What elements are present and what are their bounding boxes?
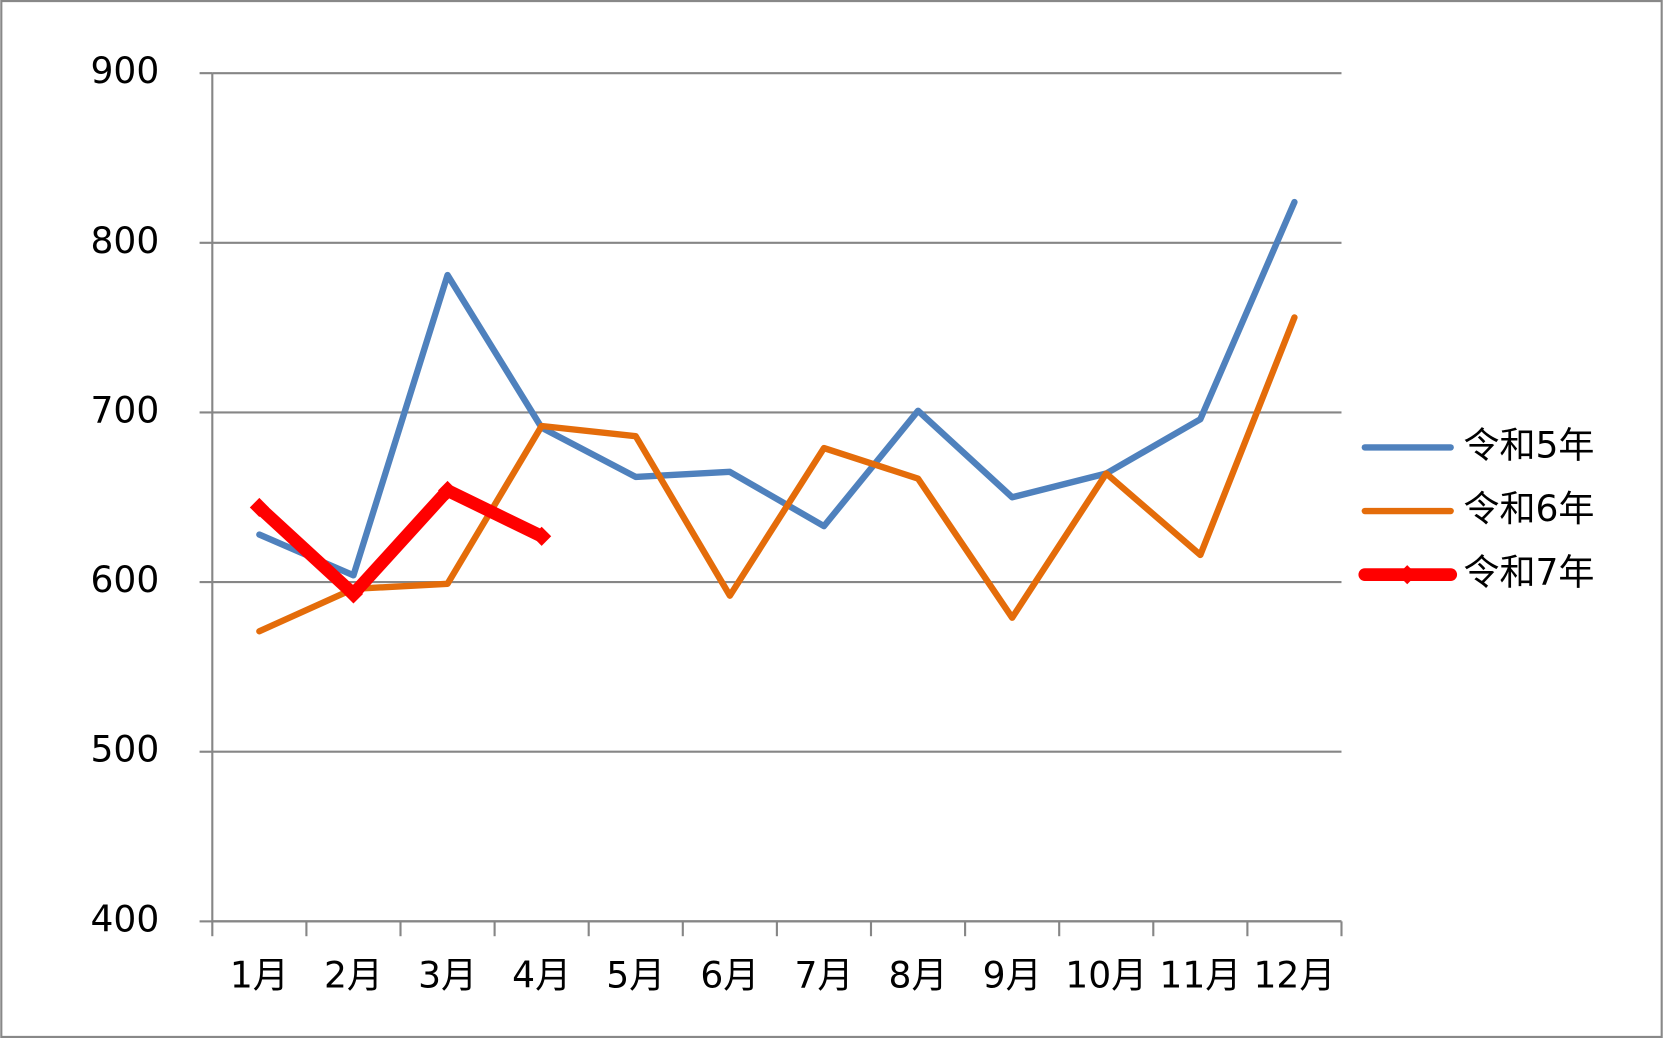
y-tick-label: 900 bbox=[91, 51, 160, 92]
y-tick-label: 800 bbox=[91, 221, 160, 262]
y-tick-label: 400 bbox=[91, 899, 160, 940]
series-line bbox=[256, 198, 1298, 579]
y-tick-label: 500 bbox=[91, 730, 160, 771]
x-tick-label: 4月 bbox=[512, 956, 571, 997]
x-tick-label: 5月 bbox=[606, 956, 665, 997]
x-tick-label: 10月 bbox=[1065, 956, 1147, 997]
x-tick-label: 12月 bbox=[1253, 956, 1335, 997]
x-tick-label: 9月 bbox=[983, 956, 1042, 997]
point-marker bbox=[343, 584, 363, 604]
x-tick-label: 6月 bbox=[700, 956, 759, 997]
x-tick-label: 7月 bbox=[794, 956, 853, 997]
series-line bbox=[256, 314, 1298, 635]
series-line bbox=[252, 484, 549, 601]
legend-label: 令和7年 bbox=[1463, 553, 1594, 594]
point-marker bbox=[249, 497, 269, 517]
y-tick-label: 700 bbox=[91, 390, 160, 431]
legend-label: 令和6年 bbox=[1463, 489, 1594, 530]
x-tick-label: 1月 bbox=[230, 956, 289, 997]
x-tick-label: 11月 bbox=[1159, 956, 1241, 997]
y-tick-label: 600 bbox=[91, 560, 160, 601]
x-tick-label: 2月 bbox=[324, 956, 383, 997]
legend-label: 令和5年 bbox=[1463, 425, 1594, 466]
x-tick-label: 3月 bbox=[418, 956, 477, 997]
x-tick-label: 8月 bbox=[889, 956, 948, 997]
